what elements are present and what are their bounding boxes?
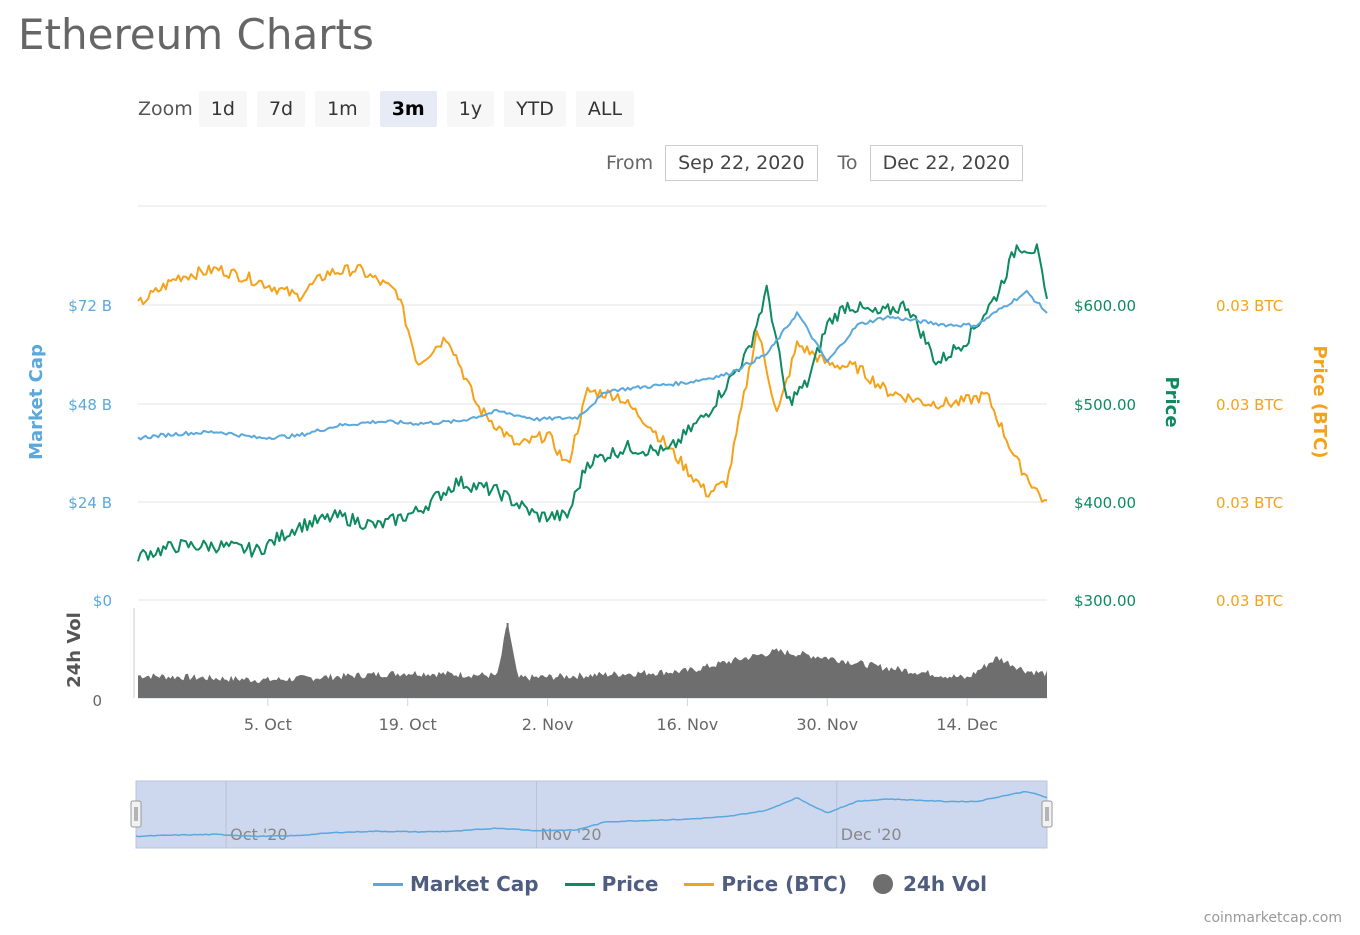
navigator-line xyxy=(135,790,1048,838)
legend-label-market-cap: Market Cap xyxy=(409,872,539,896)
legend-label-price: Price xyxy=(601,872,659,896)
x-tick-label: 30. Nov xyxy=(796,715,858,734)
zoom-3m-button[interactable]: 3m xyxy=(379,91,437,127)
legend-item-price-btc[interactable]: Price (BTC) xyxy=(684,872,847,896)
legend-item-24h-vol[interactable]: 24h Vol xyxy=(873,872,987,896)
legend-label-24h-vol: 24h Vol xyxy=(903,872,988,896)
legend: Market Cap Price Price (BTC) 24h Vol xyxy=(0,872,1360,896)
page-title: Ethereum Charts xyxy=(18,10,374,59)
navigator-left-handle[interactable] xyxy=(130,800,142,828)
zoom-1m-button[interactable]: 1m xyxy=(315,91,370,127)
price-btc-tick-label: 0.03 BTC xyxy=(1216,396,1283,414)
from-label: From xyxy=(606,152,654,174)
price-axis-label: Price xyxy=(1161,376,1182,427)
price-tick-label: $300.00 xyxy=(1074,592,1136,610)
price-btc-legend-swatch xyxy=(684,882,715,886)
market-cap-tick-label: $48 B xyxy=(68,396,112,414)
zoom-ytd-button[interactable]: YTD xyxy=(504,91,566,127)
navigator-label: Dec '20 xyxy=(841,825,902,844)
price-tick-label: $500.00 xyxy=(1074,396,1136,414)
price-btc-tick-label: 0.03 BTC xyxy=(1216,592,1283,610)
price-btc-tick-label: 0.03 BTC xyxy=(1216,494,1283,512)
price-tick-label: $400.00 xyxy=(1074,494,1136,512)
to-date-input[interactable]: Dec 22, 2020 xyxy=(869,145,1023,181)
zoom-label: Zoom xyxy=(138,98,193,120)
price-btc-axis-label: Price (BTC) xyxy=(1309,345,1330,458)
legend-label-price-btc: Price (BTC) xyxy=(721,872,847,896)
price-legend-swatch xyxy=(564,882,595,886)
price-tick-label: $600.00 xyxy=(1074,297,1136,315)
legend-item-market-cap[interactable]: Market Cap xyxy=(372,872,539,896)
x-tick-label: 16. Nov xyxy=(657,715,719,734)
price-btc-tick-label: 0.03 BTC xyxy=(1216,297,1283,315)
credit-link[interactable]: coinmarketcap.com xyxy=(1203,910,1342,926)
market-cap-tick-label: $0 xyxy=(93,592,112,610)
market-cap-axis-label: Market Cap xyxy=(26,344,47,460)
volume-tick-label: 0 xyxy=(92,692,102,710)
zoom-bar: Zoom 1d 7d 1m 3m 1y YTD ALL xyxy=(138,90,644,128)
market-cap-legend-swatch xyxy=(372,882,403,886)
navigator-right-handle[interactable] xyxy=(1041,800,1053,828)
x-tick-label: 2. Nov xyxy=(522,715,574,734)
market-cap-line xyxy=(137,289,1048,441)
to-label: To xyxy=(837,152,858,174)
price-line xyxy=(137,243,1048,562)
volume-area xyxy=(138,624,1047,698)
volume-axis-label: 24h Vol xyxy=(64,612,85,688)
zoom-all-button[interactable]: ALL xyxy=(575,91,635,127)
market-cap-tick-label: $24 B xyxy=(68,494,112,512)
price-btc-line xyxy=(137,263,1048,503)
x-tick-label: 19. Oct xyxy=(379,715,437,734)
legend-item-price[interactable]: Price xyxy=(564,872,659,896)
zoom-1d-button[interactable]: 1d xyxy=(198,91,247,127)
navigator-label: Oct '20 xyxy=(230,825,288,844)
zoom-1y-button[interactable]: 1y xyxy=(446,91,495,127)
market-cap-tick-label: $72 B xyxy=(68,297,112,315)
date-range: From Sep 22, 2020 To Dec 22, 2020 xyxy=(606,145,1023,181)
zoom-7d-button[interactable]: 7d xyxy=(256,91,306,127)
from-date-input[interactable]: Sep 22, 2020 xyxy=(665,145,818,181)
volume-legend-swatch xyxy=(873,874,893,894)
x-tick-label: 5. Oct xyxy=(244,715,292,734)
x-tick-label: 14. Dec xyxy=(936,715,998,734)
navigator-label: Nov '20 xyxy=(540,825,601,844)
